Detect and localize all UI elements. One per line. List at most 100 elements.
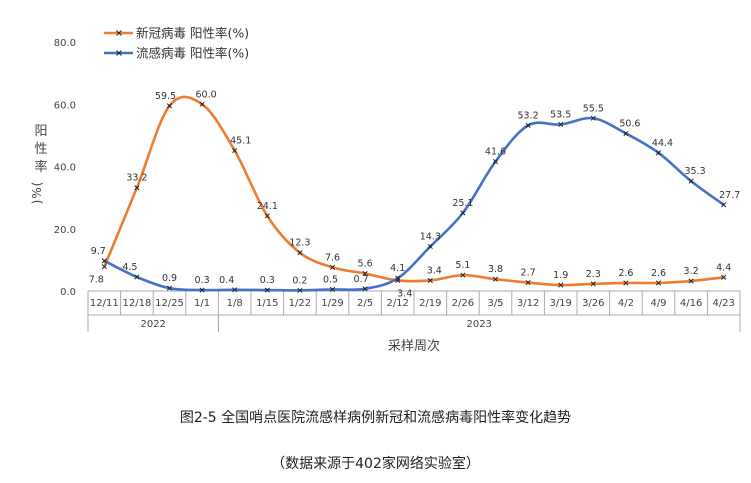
data-label: 0.5 xyxy=(323,274,338,285)
data-point xyxy=(525,280,531,286)
data-point xyxy=(655,150,662,156)
figure-caption: 图2-5 全国哨点医院流感样病例新冠和流感病毒阳性率变化趋势 xyxy=(179,410,572,426)
data-point xyxy=(427,277,433,283)
data-point xyxy=(460,210,466,216)
data-point xyxy=(166,103,173,109)
data-label: 2.3 xyxy=(586,269,601,280)
y-axis-label-char: 阳 xyxy=(34,124,47,139)
x-tick-label: 2/19 xyxy=(419,298,441,309)
data-label: 7.6 xyxy=(325,252,340,263)
data-label: 14.3 xyxy=(420,231,441,242)
data-point xyxy=(101,264,107,270)
data-label: 53.5 xyxy=(550,109,571,120)
x-tick-label: 1/8 xyxy=(227,298,243,309)
data-point xyxy=(134,274,140,280)
data-label: 27.7 xyxy=(719,190,740,201)
data-label: 0.2 xyxy=(292,275,307,286)
legend-item: 新冠病毒 阳性率(%) xyxy=(104,26,249,41)
data-label: 2.7 xyxy=(521,268,536,279)
data-label: 5.1 xyxy=(455,260,470,271)
data-point xyxy=(232,287,238,293)
year-group-label: 2023 xyxy=(466,319,491,330)
data-label: 3.4 xyxy=(397,288,412,299)
data-label: 9.7 xyxy=(91,246,106,257)
data-point xyxy=(362,271,368,277)
data-point xyxy=(721,274,727,280)
data-label: 25.1 xyxy=(452,198,473,209)
y-tick-label: 0.0 xyxy=(60,287,76,298)
data-label: 0.4 xyxy=(219,275,234,286)
data-point xyxy=(329,264,336,270)
data-point xyxy=(199,287,205,293)
data-label: 5.6 xyxy=(358,259,373,270)
data-label: 0.3 xyxy=(195,275,210,286)
data-label: 12.3 xyxy=(289,238,310,249)
x-tick-label: 4/16 xyxy=(680,298,702,309)
data-label: 24.1 xyxy=(257,201,278,212)
series-line xyxy=(103,95,724,287)
legend: 新冠病毒 阳性率(%) 流感病毒 阳性率(%) xyxy=(104,26,249,61)
y-axis-label-char: ( xyxy=(30,182,44,187)
y-axis-label-char: ) xyxy=(30,200,44,205)
data-source-note: （数据来源于402家网络实验室） xyxy=(271,456,480,472)
data-point xyxy=(525,122,531,128)
x-tick-label: 3/19 xyxy=(549,298,571,309)
data-point xyxy=(492,158,499,165)
y-axis-label-char: 率 xyxy=(34,159,47,175)
legend-item: 流感病毒 阳性率(%) xyxy=(104,46,249,61)
data-label: 2.6 xyxy=(618,268,633,279)
x-tick-label: 1/29 xyxy=(321,298,343,309)
data-label: 4.5 xyxy=(122,262,137,273)
legend-label: 新冠病毒 阳性率(%) xyxy=(136,26,249,41)
data-label: 3.8 xyxy=(488,264,503,275)
x-tick-label: 2/5 xyxy=(357,298,373,309)
data-label: 44.4 xyxy=(652,138,673,149)
data-label: 0.7 xyxy=(354,274,369,285)
x-tick-label: 2/12 xyxy=(386,298,408,309)
y-axis-label-char: 性 xyxy=(34,142,47,157)
data-point xyxy=(199,101,205,107)
data-point xyxy=(264,287,270,293)
x-tick-label: 1/22 xyxy=(289,298,311,309)
data-point xyxy=(297,250,303,256)
data-label: 35.3 xyxy=(685,166,706,177)
y-tick-label: 80.0 xyxy=(54,38,76,49)
series-layer: 7.8 33.2 59.5 60.0 45.1 24.1 12.3 7.6 5.6 3.4 3.4 5… xyxy=(89,89,741,299)
data-point xyxy=(297,287,303,293)
x-tick-label: 12/18 xyxy=(122,298,151,309)
x-tick-label: 12/11 xyxy=(90,298,119,309)
data-point xyxy=(590,115,596,121)
data-point xyxy=(590,281,596,287)
data-point xyxy=(558,282,564,288)
data-label: 59.5 xyxy=(155,91,176,102)
data-point xyxy=(655,280,662,286)
y-axis: 0.0 20.0 40.0 60.0 80.0 xyxy=(54,38,76,298)
x-tick-label: 4/9 xyxy=(650,298,666,309)
x-axis: 12/11 12/18 12/25 1/1 1/8 1/15 1/22 1/29 2/5 2/12… xyxy=(87,290,741,354)
data-point xyxy=(492,276,499,282)
data-point xyxy=(362,286,368,292)
y-tick-label: 20.0 xyxy=(54,225,76,236)
data-point xyxy=(101,258,107,264)
data-label: 2.6 xyxy=(651,268,666,279)
year-group-label: 2022 xyxy=(140,319,165,330)
series-influenza: 9.7 4.5 0.9 0.3 0.4 0.3 0.2 0.5 0.7 4.1 14.3 25.1 41… xyxy=(91,103,740,293)
series-line xyxy=(103,116,725,292)
data-point xyxy=(558,121,564,128)
data-label: 3.4 xyxy=(427,265,442,276)
data-point xyxy=(688,178,694,184)
data-label: 4.4 xyxy=(716,262,731,273)
data-point xyxy=(264,213,270,219)
data-point xyxy=(460,272,466,278)
x-tick-label: 1/1 xyxy=(194,298,210,309)
x-tick-label: 3/26 xyxy=(582,298,604,309)
data-point xyxy=(134,185,140,191)
data-point xyxy=(721,202,727,208)
data-point xyxy=(232,148,238,154)
data-point xyxy=(623,130,629,137)
legend-label: 流感病毒 阳性率(%) xyxy=(136,46,249,61)
x-tick-label: 4/2 xyxy=(618,298,634,309)
data-label: 60.0 xyxy=(196,89,217,100)
data-label: 41.6 xyxy=(485,147,506,158)
data-label: 7.8 xyxy=(89,275,104,286)
